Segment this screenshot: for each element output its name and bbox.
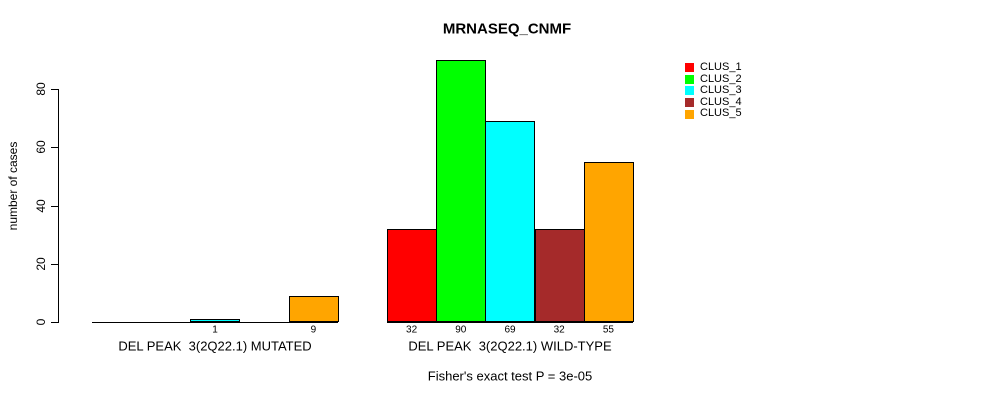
legend-swatch-icon [685, 109, 694, 119]
legend-swatch-icon [685, 63, 694, 73]
bar-clus_5-group1 [288, 296, 339, 322]
legend-item-clus_5: CLUS_5 [685, 108, 742, 120]
y-tick-label: 80 [34, 82, 48, 96]
bar-value-label: 32 [553, 324, 565, 336]
y-axis-label: number of cases [6, 141, 20, 231]
legend-label: CLUS_3 [700, 84, 742, 97]
legend-item-clus_4: CLUS_4 [685, 95, 742, 109]
bar-value-label: 32 [406, 324, 418, 336]
legend-swatch-icon [685, 74, 694, 84]
y-tick-label: 40 [34, 198, 48, 213]
y-axis-line [58, 89, 59, 323]
y-axis-tick [51, 89, 58, 90]
y-tick-label: 20 [34, 257, 48, 271]
legend-label: CLUS_2 [700, 72, 742, 85]
y-tick-label: 0 [34, 318, 48, 326]
legend-swatch-icon [685, 86, 694, 96]
legend-item-clus_3: CLUS_3 [685, 85, 742, 97]
legend-label: CLUS_5 [700, 107, 742, 120]
y-tick-label: 60 [34, 140, 48, 154]
bar-clus_1-group2 [387, 229, 437, 322]
y-axis-tick [51, 322, 58, 323]
group-baseline [92, 322, 338, 323]
y-axis-tick [51, 205, 58, 207]
chart-title: MRNASEQ_CNMF [442, 20, 572, 38]
bar-clus_4-group2 [534, 229, 585, 322]
bar-value-label: 90 [455, 324, 467, 336]
bar-clus_2-group2 [436, 60, 487, 322]
group-baseline [387, 322, 633, 323]
bar-value-label: 69 [504, 324, 516, 336]
legend-item-clus_1: CLUS_1 [685, 61, 742, 74]
bar-value-label: 55 [602, 324, 614, 336]
footnote: Fisher's exact test P = 3e-05 [427, 368, 593, 384]
bar-clus_3-group1 [190, 319, 241, 322]
bar-clus_3-group2 [485, 121, 536, 322]
x-group-label: DEL PEAK 3(2Q22.1) MUTATED [118, 338, 312, 354]
x-group-label: DEL PEAK 3(2Q22.1) WILD-TYPE [408, 338, 612, 354]
legend-item-clus_2: CLUS_2 [685, 72, 742, 86]
legend-label: CLUS_4 [700, 95, 742, 108]
bar-clus_5-group2 [583, 162, 634, 322]
y-axis-tick [51, 147, 58, 149]
y-axis-tick [51, 263, 58, 265]
bar-value-label: 9 [310, 324, 317, 336]
legend: CLUS_1 CLUS_2 CLUS_3 CLUS_4 CLUS_5 [685, 61, 742, 120]
bar-value-label: 1 [212, 324, 218, 336]
legend-swatch-icon [685, 98, 694, 108]
legend-label: CLUS_1 [700, 61, 742, 73]
